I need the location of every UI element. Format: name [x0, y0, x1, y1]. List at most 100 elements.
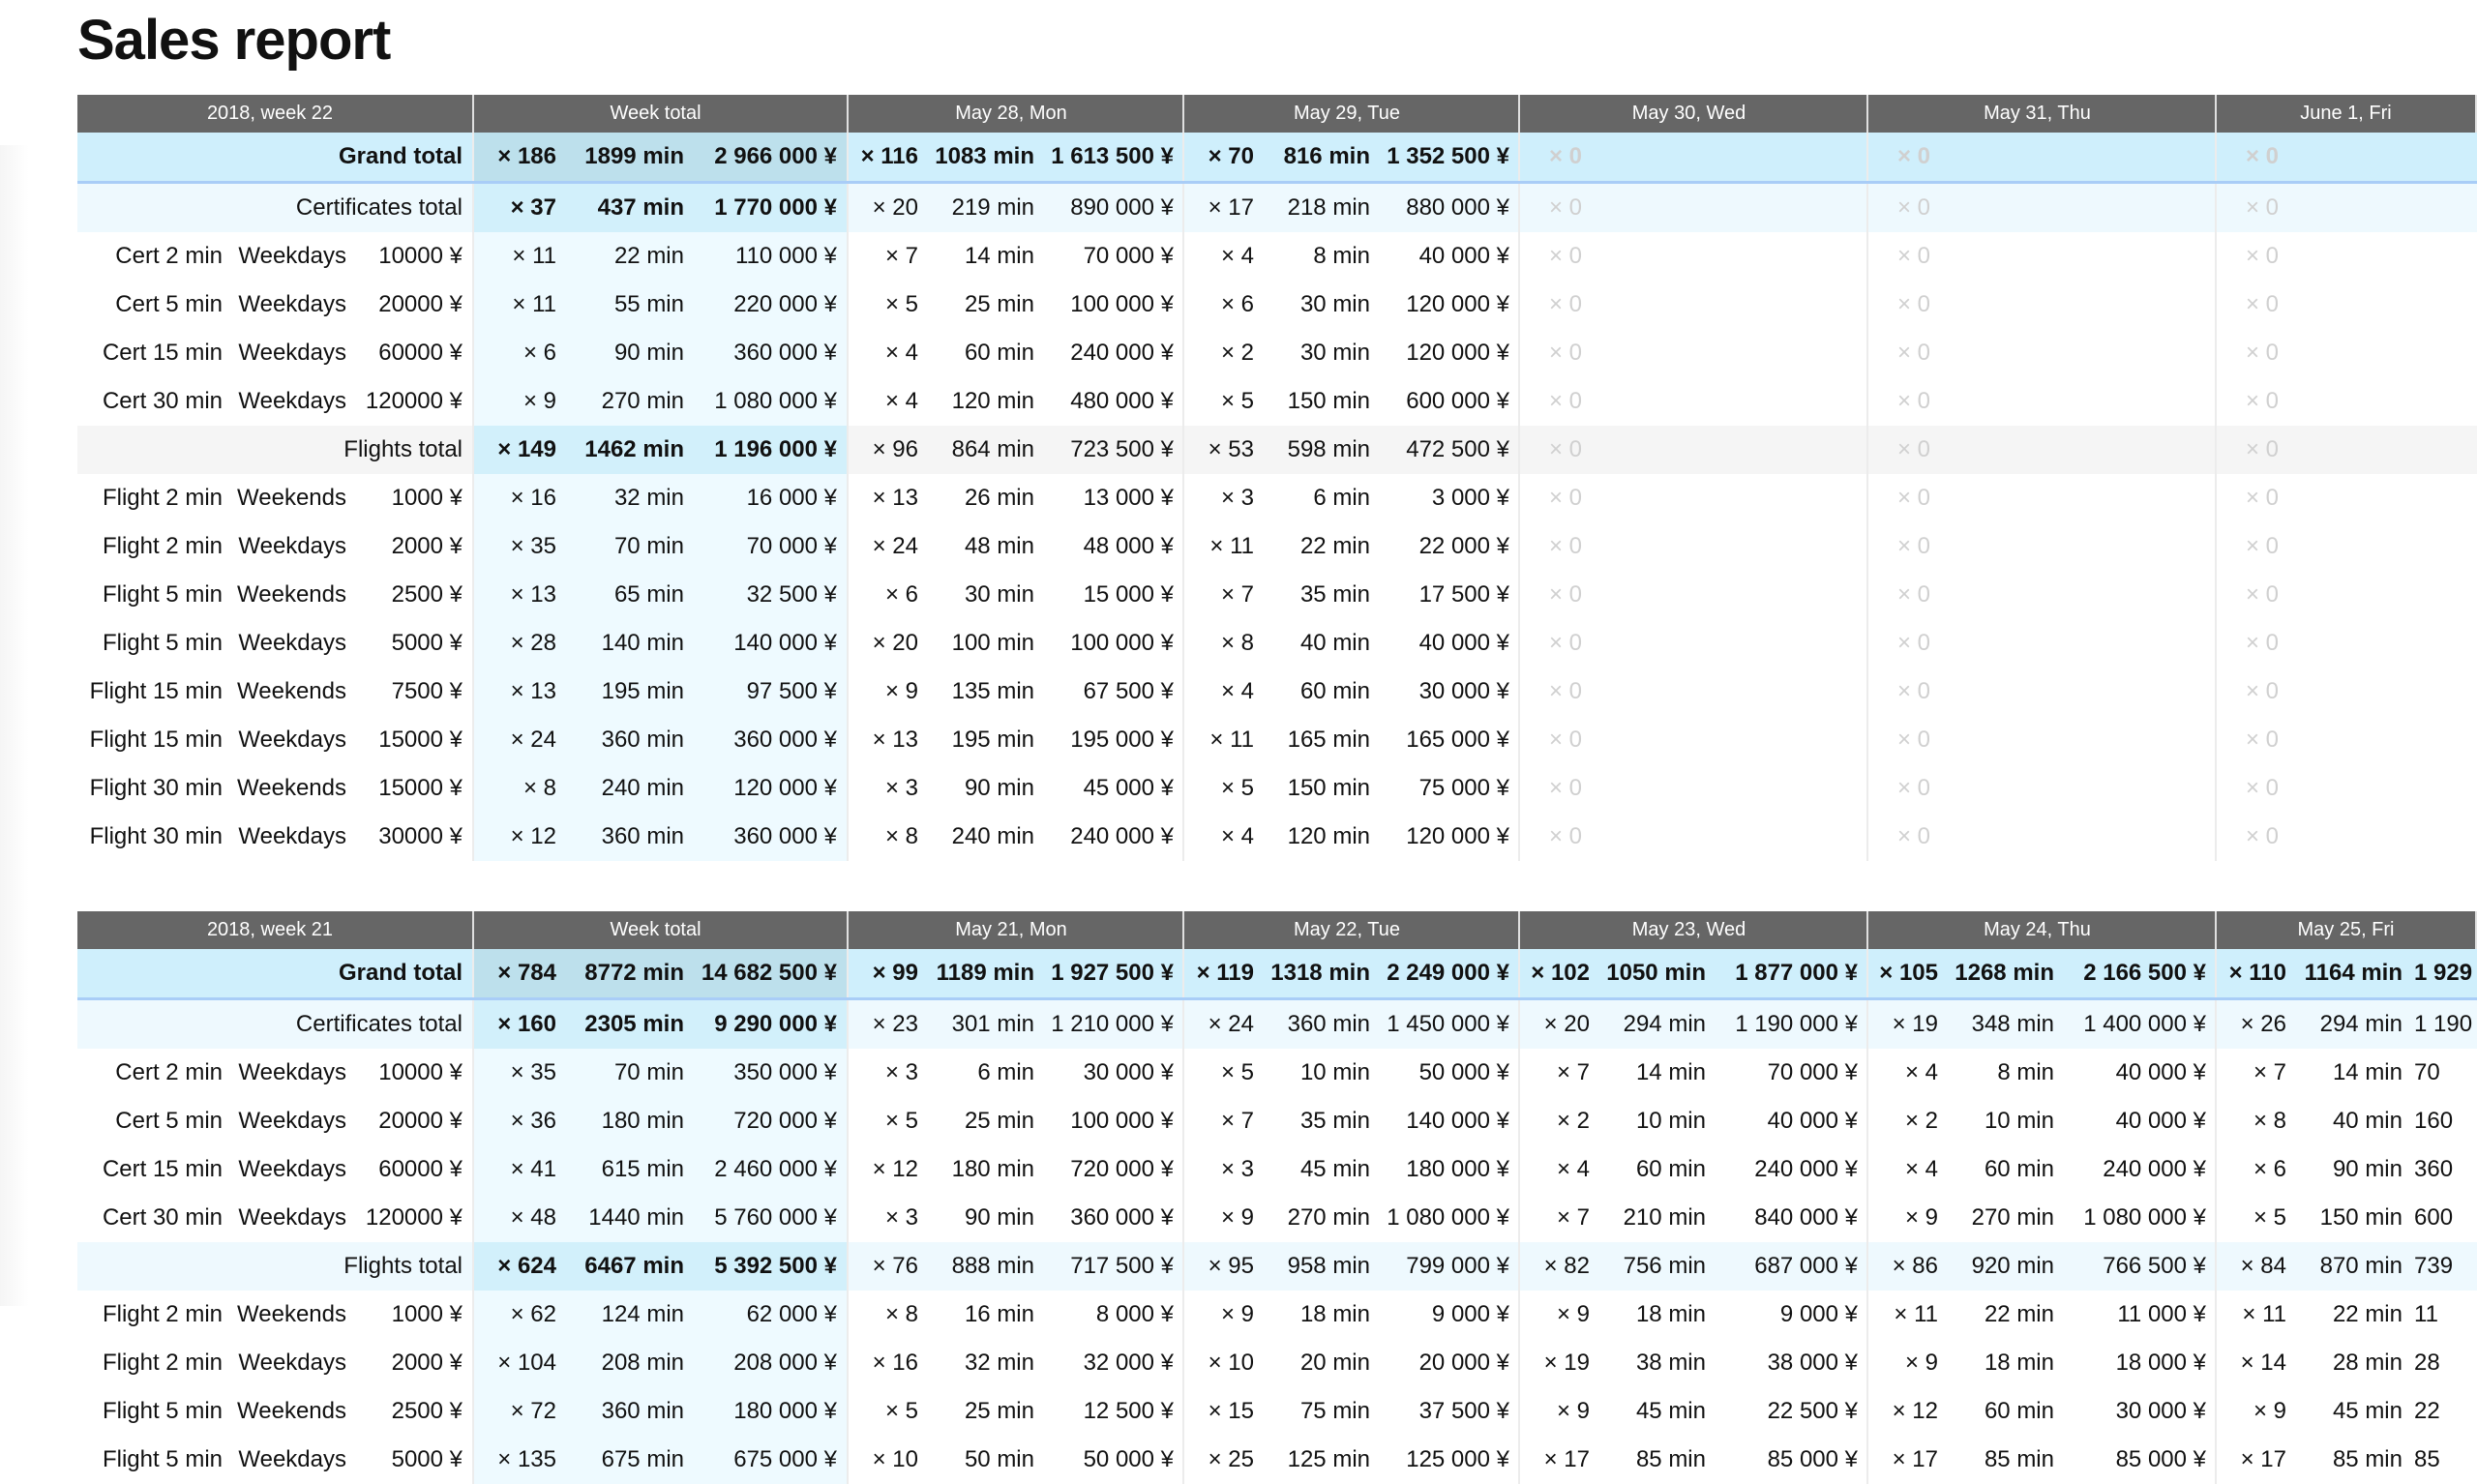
product-name: Flight 2 min: [102, 1301, 223, 1327]
count: × 0: [2246, 340, 2280, 366]
grand-total-row[interactable]: Grand total × 784 8772 min 14 682 500 ¥ × 99…: [77, 949, 2477, 1000]
day-cell: × 0: [1520, 281, 1868, 329]
table-row[interactable]: Cert 15 min Weekdays 60000 ¥ × 6 90 min 360 0…: [77, 329, 2477, 377]
amount: 32 000 ¥: [1083, 1350, 1174, 1376]
week-label-header[interactable]: 2018, week 22: [77, 95, 474, 133]
minutes: 32 min: [613, 485, 684, 511]
table-row[interactable]: Cert 15 min Weekdays 60000 ¥ × 41 615 min 2 4…: [77, 1145, 2477, 1194]
minutes: 1440 min: [588, 1204, 684, 1231]
day-cell: × 7 210 min 840 000 ¥: [1520, 1194, 1868, 1242]
table-row[interactable]: Flight 5 min Weekdays 5000 ¥ × 135 675 min 67…: [77, 1436, 2477, 1484]
day-cell: × 2 10 min 40 000 ¥: [1868, 1097, 2217, 1145]
table-row[interactable]: Flight 2 min Weekends 1000 ¥ × 62 124 min 62 …: [77, 1291, 2477, 1339]
day-cell: × 4 120 min 120 000 ¥: [1184, 813, 1520, 861]
minutes: 90 min: [613, 340, 684, 366]
week-total-cell: × 8 240 min 120 000 ¥: [474, 764, 849, 813]
table-row[interactable]: Flight 30 min Weekdays 30000 ¥ × 12 360 min 3…: [77, 813, 2477, 861]
day-header[interactable]: May 28, Mon: [849, 95, 1184, 133]
day-cell: × 0: [2217, 377, 2477, 426]
day-header[interactable]: May 24, Thu: [1868, 911, 2217, 949]
amount: 739: [2414, 1253, 2454, 1279]
day-cell: × 7 14 min 70: [2217, 1049, 2477, 1097]
minutes: 6 min: [1313, 485, 1370, 511]
amount: 1 080 000 ¥: [1387, 1204, 1509, 1231]
minutes: 135 min: [951, 678, 1034, 704]
day-header[interactable]: May 30, Wed: [1520, 95, 1868, 133]
table-row[interactable]: Cert 30 min Weekdays 120000 ¥ × 48 1440 min 5…: [77, 1194, 2477, 1242]
amount: 85 000 ¥: [2115, 1446, 2206, 1472]
table-row[interactable]: Flight 2 min Weekends 1000 ¥ × 16 32 min 16 0…: [77, 474, 2477, 522]
week-label-header[interactable]: 2018, week 21: [77, 911, 474, 949]
sub-total-row[interactable]: Flights total × 624 6467 min 5 392 500 ¥ × 7…: [77, 1242, 2477, 1291]
table-row[interactable]: Cert 5 min Weekdays 20000 ¥ × 36 180 min 720 …: [77, 1097, 2477, 1145]
count: × 36: [510, 1108, 556, 1134]
sub-total-row[interactable]: Certificates total × 160 2305 min 9 290 000…: [77, 1000, 2477, 1049]
header-label: May 31, Thu: [1984, 103, 2091, 124]
count: × 0: [2246, 678, 2280, 704]
week-total-cell: × 41 615 min 2 460 000 ¥: [474, 1145, 849, 1194]
amount: 360 000 ¥: [733, 340, 837, 366]
count: × 8: [884, 1301, 918, 1327]
table-row[interactable]: Flight 15 min Weekends 7500 ¥ × 13 195 min 97…: [77, 668, 2477, 716]
day-type: Weekdays: [238, 1108, 346, 1134]
table-row[interactable]: Flight 2 min Weekdays 2000 ¥ × 35 70 min 70 0…: [77, 522, 2477, 571]
count: × 0: [1897, 243, 1931, 269]
table-row[interactable]: Flight 5 min Weekends 2500 ¥ × 72 360 min 180…: [77, 1387, 2477, 1436]
amount: 240 000 ¥: [1754, 1156, 1858, 1182]
minutes: 85 min: [1635, 1446, 1706, 1472]
day-header[interactable]: May 21, Mon: [849, 911, 1184, 949]
table-row[interactable]: Flight 5 min Weekdays 5000 ¥ × 28 140 min 140…: [77, 619, 2477, 668]
table-row[interactable]: Flight 15 min Weekdays 15000 ¥ × 24 360 min 3…: [77, 716, 2477, 764]
day-cell: × 4 60 min 240 000 ¥: [849, 329, 1184, 377]
count: × 13: [510, 581, 556, 608]
count: × 4: [1904, 1059, 1938, 1085]
day-cell: × 0: [2217, 281, 2477, 329]
minutes: 8 min: [1313, 243, 1370, 269]
day-cell: × 105 1268 min 2 166 500 ¥: [1868, 949, 2217, 997]
minutes: 85 min: [1984, 1446, 2054, 1472]
amount: 13 000 ¥: [1083, 485, 1174, 511]
day-header[interactable]: May 25, Fri: [2217, 911, 2477, 949]
minutes: 270 min: [601, 388, 684, 414]
day-cell: × 0: [1868, 813, 2217, 861]
minutes: 85 min: [2332, 1446, 2402, 1472]
table-row[interactable]: Flight 30 min Weekends 15000 ¥ × 8 240 min 12…: [77, 764, 2477, 813]
table-row[interactable]: Cert 2 min Weekdays 10000 ¥ × 35 70 min 350 0…: [77, 1049, 2477, 1097]
amount: 18 000 ¥: [2115, 1350, 2206, 1376]
day-cell: × 6 30 min 15 000 ¥: [849, 571, 1184, 619]
amount: 600 000 ¥: [1406, 388, 1509, 414]
day-cell: × 8 240 min 240 000 ¥: [849, 813, 1184, 861]
day-cell: × 14 28 min 28: [2217, 1339, 2477, 1387]
table-row[interactable]: Cert 2 min Weekdays 10000 ¥ × 11 22 min 110 0…: [77, 232, 2477, 281]
gray-total-row[interactable]: Flights total × 149 1462 min 1 196 000 ¥ × 9…: [77, 426, 2477, 474]
minutes: 140 min: [601, 630, 684, 656]
minutes: 1083 min: [935, 143, 1034, 169]
minutes: 45 min: [1635, 1398, 1706, 1424]
amount: 30 000 ¥: [1418, 678, 1509, 704]
day-header[interactable]: June 1, Fri: [2217, 95, 2477, 133]
count: × 82: [1543, 1253, 1590, 1279]
unit-price: 1000 ¥: [391, 485, 463, 511]
sub-total-row[interactable]: Certificates total × 37 437 min 1 770 000 ¥…: [77, 184, 2477, 232]
day-header[interactable]: May 23, Wed: [1520, 911, 1868, 949]
day-header[interactable]: May 31, Thu: [1868, 95, 2217, 133]
week-total-header[interactable]: Week total: [474, 95, 849, 133]
table-row[interactable]: Cert 5 min Weekdays 20000 ¥ × 11 55 min 220 0…: [77, 281, 2477, 329]
table-row[interactable]: Cert 30 min Weekdays 120000 ¥ × 9 270 min 1 0…: [77, 377, 2477, 426]
count: × 9: [884, 678, 918, 704]
count: × 6: [2253, 1156, 2286, 1182]
table-row[interactable]: Flight 2 min Weekdays 2000 ¥ × 104 208 min 20…: [77, 1339, 2477, 1387]
minutes: 60 min: [1984, 1156, 2054, 1182]
amount: 120 000 ¥: [733, 775, 837, 801]
table-row[interactable]: Flight 5 min Weekends 2500 ¥ × 13 65 min 32 5…: [77, 571, 2477, 619]
count: × 17: [1543, 1446, 1590, 1472]
day-header[interactable]: May 22, Tue: [1184, 911, 1520, 949]
count: × 6: [884, 581, 918, 608]
grand-total-row[interactable]: Grand total × 186 1899 min 2 966 000 ¥ × 116…: [77, 133, 2477, 184]
day-header[interactable]: May 29, Tue: [1184, 95, 1520, 133]
page-shadow: [0, 145, 29, 1306]
count: × 4: [1220, 678, 1254, 704]
week-total-header[interactable]: Week total: [474, 911, 849, 949]
minutes: 1462 min: [584, 436, 684, 462]
day-cell: × 96 864 min 723 500 ¥: [849, 426, 1184, 474]
